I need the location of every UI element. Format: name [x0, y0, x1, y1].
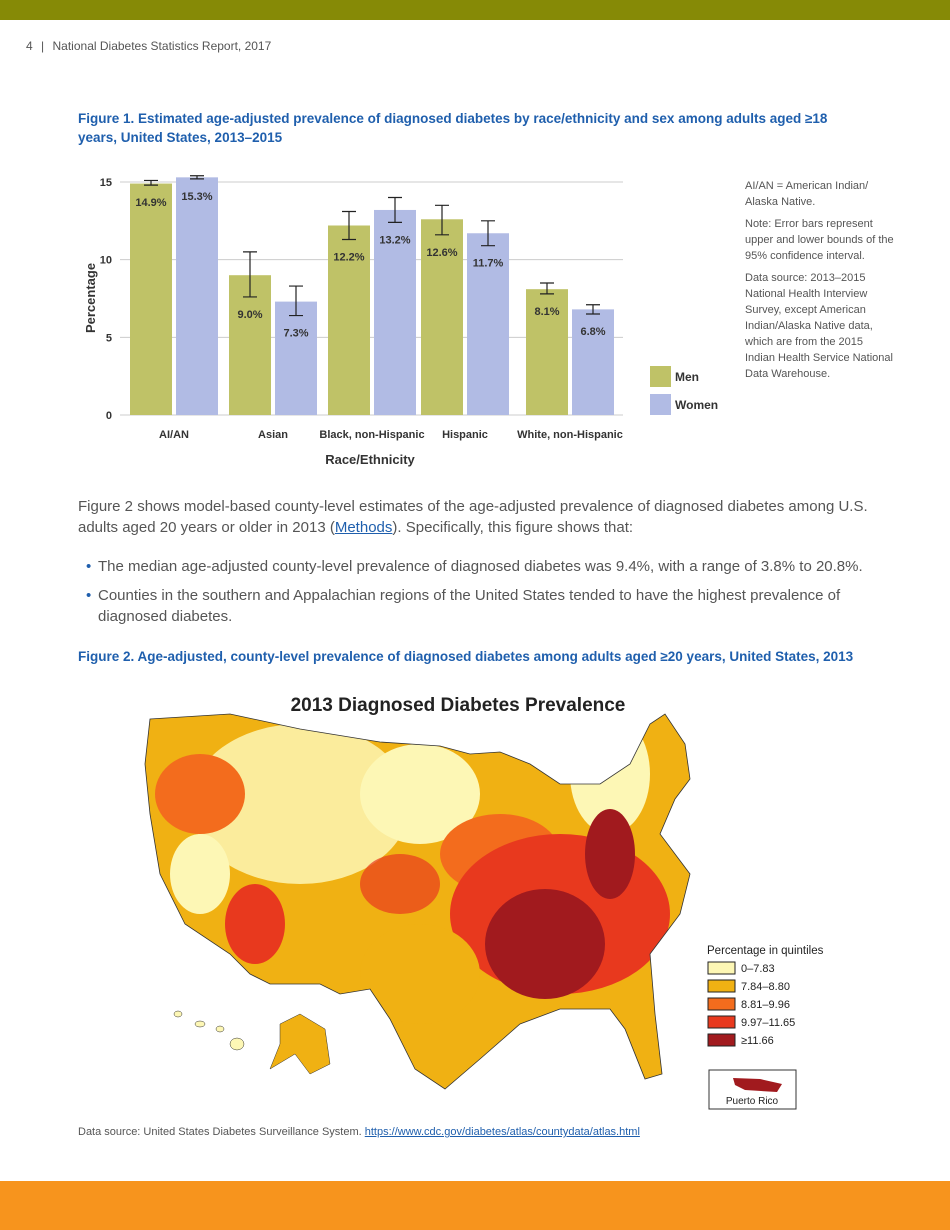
legend-swatch: [707, 979, 736, 993]
legend-label: 0–7.83: [741, 963, 775, 975]
text: Figure 2 shows model-based county-level …: [78, 498, 868, 536]
y-axis-label: Percentage: [83, 263, 98, 333]
source-text: Data source: United States Diabetes Surv…: [78, 1126, 365, 1138]
error-bar: [144, 179, 158, 186]
legend-label: 9.97–11.65: [741, 1017, 795, 1029]
data-label: 9.0%: [237, 309, 262, 321]
bar-men: [421, 219, 463, 415]
data-label: 12.6%: [426, 247, 457, 259]
y-tick-label: 0: [106, 410, 112, 422]
legend-swatch: [650, 394, 671, 415]
bar-women: [275, 301, 317, 415]
legend-title: Percentage in quintiles: [707, 945, 824, 957]
bullet-icon: •: [86, 558, 92, 575]
body-text: Figure 2 shows model-based county-level …: [78, 496, 898, 666]
x-tick-label: Hispanic: [442, 429, 488, 441]
bottom-bar: [0, 1181, 950, 1230]
alaska: [269, 1013, 331, 1075]
x-tick-label: White, non-Hispanic: [517, 429, 623, 441]
data-label: 11.7%: [473, 258, 504, 270]
bar-men: [130, 183, 172, 415]
text: ). Specifically, this figure shows that:: [392, 519, 634, 536]
bar-women: [176, 177, 218, 415]
error-bar: [435, 204, 449, 236]
bullet-text: The median age-adjusted county-level pre…: [98, 558, 863, 575]
error-bar: [342, 210, 356, 241]
error-bar: [243, 251, 257, 298]
bullet-item: • The median age-adjusted county-level pr…: [86, 556, 898, 577]
legend-swatch: [650, 366, 671, 387]
data-label: 6.8%: [580, 326, 605, 338]
legend-swatch: [707, 997, 736, 1011]
x-axis-label: Race/Ethnicity: [325, 452, 415, 467]
figure2-map: 2013 Diagnosed Diabetes Prevalence Perce…: [144, 695, 824, 1110]
legend-label: ≥11.66: [741, 1035, 774, 1047]
hawaii: [173, 1010, 245, 1051]
data-label: 12.2%: [333, 251, 364, 263]
data-label: 13.2%: [379, 234, 410, 246]
x-tick-label: Asian: [258, 429, 288, 441]
data-label: 14.9%: [135, 197, 166, 209]
figure1-chart: 0 5 10 15 14.9% 15.3% AI/AN 9.0% 7.3% Asian 12.2% 1…: [83, 175, 718, 467]
puerto-rico-label: Puerto Rico: [726, 1096, 779, 1107]
separator: |: [41, 39, 45, 53]
error-bar: [190, 175, 204, 180]
page-header: 4 | National Diabetes Statistics Report,…: [26, 39, 271, 53]
y-tick-label: 5: [106, 332, 112, 344]
error-bar: [540, 282, 554, 295]
methods-link[interactable]: Methods: [334, 519, 393, 536]
top-bar: [0, 0, 950, 20]
figure2-title: Figure 2. Age-adjusted, county-level pre…: [78, 649, 854, 664]
bar-men: [328, 225, 370, 415]
note-abbrev: AI/AN = American Indian/ Alaska Native.: [745, 180, 869, 208]
legend-swatch: [707, 961, 736, 975]
bullet-item: • Counties in the southern and Appalachia…: [86, 585, 898, 627]
us-counties: [145, 714, 690, 1089]
bar-women: [467, 233, 509, 415]
data-label: 7.3%: [283, 328, 308, 340]
data-source: Data source: United States Diabetes Surv…: [78, 1126, 640, 1138]
legend-label: Men: [675, 370, 699, 384]
legend-label: Women: [675, 398, 718, 412]
bullet-icon: •: [86, 587, 92, 604]
error-bar: [481, 220, 495, 247]
error-bar: [289, 285, 303, 317]
bullet-text: Counties in the southern and Appalachian…: [98, 587, 841, 625]
data-label: 15.3%: [181, 191, 212, 203]
legend-swatch: [707, 1033, 736, 1047]
x-tick-label: AI/AN: [159, 429, 189, 441]
error-bar: [586, 304, 600, 315]
note-error-bars: Note: Error bars represent upper and low…: [745, 218, 894, 262]
x-tick-label: Black, non-Hispanic: [319, 429, 424, 441]
map-title: 2013 Diagnosed Diabetes Prevalence: [291, 695, 626, 716]
bar-women: [572, 309, 614, 415]
body-paragraph: Figure 2 shows model-based county-level …: [78, 496, 898, 538]
data-label: 8.1%: [534, 306, 559, 318]
page-number: 4: [26, 39, 33, 53]
us-outline: [144, 713, 691, 1090]
bar-men: [229, 275, 271, 415]
figure1-notes: AI/AN = American Indian/ Alaska Native. …: [745, 178, 895, 388]
legend-label: 7.84–8.80: [741, 981, 790, 993]
legend-swatch: [707, 1015, 736, 1029]
bar-men: [526, 289, 568, 415]
y-tick-label: 15: [100, 177, 112, 189]
note-data-source: Data source: 2013–2015 National Health I…: [745, 272, 893, 380]
bar-women: [374, 209, 416, 415]
puerto-rico-map: [733, 1078, 782, 1092]
report-title: National Diabetes Statistics Report, 201…: [52, 39, 272, 53]
error-bar: [388, 196, 402, 223]
figure1-title: Figure 1. Estimated age-adjusted prevale…: [78, 111, 828, 145]
source-link[interactable]: https://www.cdc.gov/diabetes/atlas/count…: [364, 1126, 640, 1138]
legend-label: 8.81–9.96: [741, 999, 790, 1011]
y-tick-label: 10: [100, 255, 112, 267]
